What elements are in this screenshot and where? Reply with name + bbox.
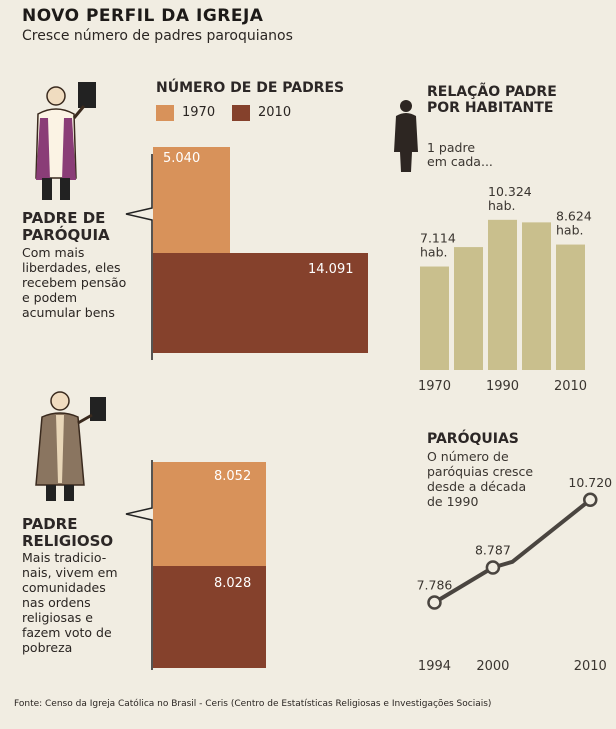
ratio-note-1: 1 padre <box>427 140 476 155</box>
desc-line: paróquias cresce <box>427 464 534 479</box>
desc-line: nas ordens <box>22 595 91 610</box>
book-icon <box>90 397 106 421</box>
religious-priest-desc: Mais tradicio- nais, vivem em comunidade… <box>22 550 118 655</box>
ratio-unit-label: hab. <box>556 223 584 238</box>
parishes-point-2010 <box>583 492 598 508</box>
parishes-value-label: 8.787 <box>475 542 511 557</box>
priest-arm-icon <box>77 413 93 425</box>
ratio-bar-2010 <box>556 244 585 370</box>
chart-title-num-padres: NÚMERO DE DE PADRES <box>156 80 345 96</box>
desc-line: Com mais <box>22 245 85 260</box>
ratio-tick-label: 1970 <box>418 379 451 394</box>
ratio-title-2: POR HABITANTE <box>427 100 554 116</box>
ratio-title-1: RELAÇÃO PADRE <box>427 84 557 100</box>
priest-arm-icon <box>72 105 86 119</box>
ratio-bar-1990 <box>488 219 517 370</box>
desc-line: religiosas e <box>22 610 93 625</box>
parishes-value-label: 7.786 <box>417 577 453 592</box>
habit-scapular-icon <box>56 415 64 483</box>
bar-religious-1970 <box>153 462 266 566</box>
page-title: NOVO PERFIL DA IGREJA <box>22 6 264 26</box>
legend-label-1970: 1970 <box>182 105 216 120</box>
parish-priest-title-1: PADRE DE <box>22 209 106 227</box>
stole-left-icon <box>36 118 50 180</box>
parishes-chart: 7.786 8.787 10.720 1994 2000 2010 <box>417 475 613 674</box>
legend-swatch-1970 <box>156 105 174 121</box>
priest-head-icon <box>50 391 70 411</box>
parish-priest-illustration <box>35 82 96 200</box>
religious-priest-title-2: RELIGIOSO <box>22 532 114 550</box>
desc-line: acumular bens <box>22 305 115 320</box>
ratio-unit-label: hab. <box>420 245 448 260</box>
desc-line: nais, vivem em <box>22 565 118 580</box>
parishes-tick-label: 2010 <box>574 659 607 674</box>
desc-line: Mais tradicio- <box>22 550 107 565</box>
priest-leg-icon <box>60 178 70 200</box>
desc-line: liberdades, eles <box>22 260 121 275</box>
parishes-value-label: 10.720 <box>568 475 612 490</box>
legend-swatch-2010 <box>232 105 250 121</box>
bar-parish-1970 <box>153 147 230 253</box>
parish-priest-desc: Com mais liberdades, eles recebem pensão… <box>22 245 126 320</box>
bar-label-parish-1970: 5.040 <box>163 151 201 166</box>
ratio-note-2: em cada... <box>427 154 493 169</box>
ratio-value-label: 7.114 <box>420 231 456 246</box>
ratio-value-label: 10.324 <box>488 184 532 199</box>
desc-line: e podem <box>22 290 78 305</box>
person-silhouette-icon <box>394 100 418 172</box>
desc-line: desde a década <box>427 479 527 494</box>
parishes-tick-label: 2000 <box>476 659 509 674</box>
ratio-bar-2000 <box>522 222 551 370</box>
bar-label-parish-2010: 14.091 <box>308 262 354 277</box>
legend-label-2010: 2010 <box>258 105 292 120</box>
bracket-line-parish <box>125 154 153 360</box>
priest-head-icon <box>46 86 66 106</box>
desc-line: comunidades <box>22 580 106 595</box>
desc-line: fazem voto de <box>22 625 112 640</box>
parishes-tick-label: 1994 <box>418 659 451 674</box>
priest-leg-icon <box>46 485 56 501</box>
parishes-desc: O número de paróquias cresce desde a déc… <box>427 449 533 509</box>
bar-label-religious-2010: 8.028 <box>214 576 252 591</box>
stole-right-icon <box>62 118 76 180</box>
bar-parish-2010 <box>153 253 368 353</box>
desc-line: pobreza <box>22 640 73 655</box>
desc-line: recebem pensão <box>22 275 127 290</box>
ratio-bar-1980 <box>454 247 483 370</box>
parishes-title: PARÓQUIAS <box>427 431 519 447</box>
bar-religious-2010 <box>153 566 266 668</box>
parishes-point-2000 <box>485 560 501 575</box>
page-subtitle: Cresce número de padres paroquianos <box>22 28 293 44</box>
priest-leg-icon <box>42 178 52 200</box>
parishes-point-1994 <box>427 595 442 610</box>
book-icon <box>78 82 96 108</box>
source-note: Fonte: Censo da Igreja Católica no Brasi… <box>14 699 492 709</box>
bracket-line-religious <box>125 460 153 670</box>
parish-priest-title-2: PARÓQUIA <box>22 226 110 244</box>
religious-priest-title-1: PADRE <box>22 515 78 533</box>
ratio-tick-label: 2010 <box>554 379 587 394</box>
ratio-bar-1970 <box>420 266 449 370</box>
priest-leg-icon <box>64 485 74 501</box>
desc-line: de 1990 <box>427 494 479 509</box>
parishes-line <box>433 498 592 605</box>
ratio-tick-label: 1990 <box>486 379 519 394</box>
num-padres-bars-religious <box>125 460 153 670</box>
bar-label-religious-1970: 8.052 <box>214 469 252 484</box>
ratio-unit-label: hab. <box>488 198 516 213</box>
ratio-value-label: 8.624 <box>556 209 592 224</box>
desc-line: O número de <box>427 449 509 464</box>
religious-priest-illustration <box>35 391 106 501</box>
num-padres-bars <box>125 154 153 360</box>
